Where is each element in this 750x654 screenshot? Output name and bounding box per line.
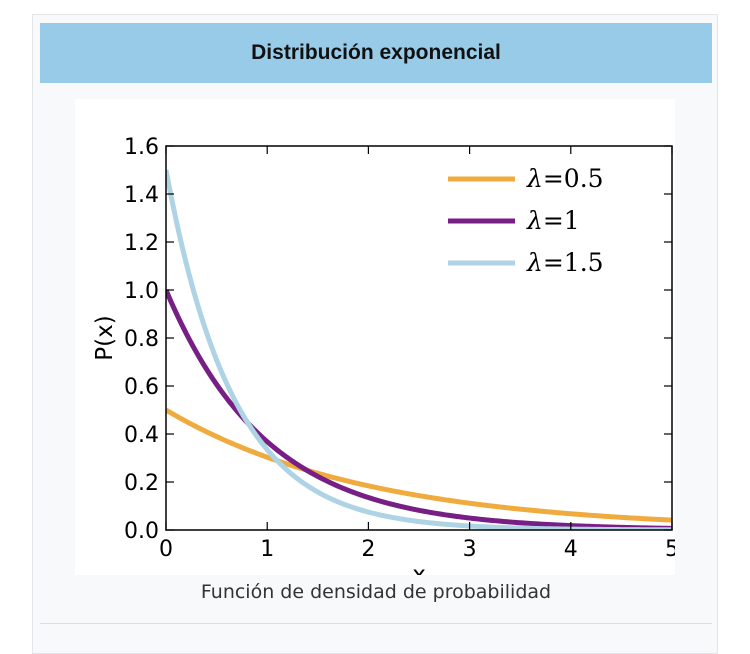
y-tick-label: 0.8	[124, 327, 159, 352]
legend-lambda-symbol: λ	[526, 248, 543, 277]
series-curves	[166, 169, 672, 530]
infobox: Distribución exponencial 0 1 2 3 4 5 0.0 0.2 0.4…	[32, 14, 718, 654]
x-axis-label: x	[412, 562, 426, 575]
x-tick-label: 5	[665, 537, 675, 562]
legend-entry-3: λ=1.5	[526, 248, 604, 277]
legend-lambda-symbol: λ	[526, 206, 543, 235]
legend-entry-1: λ=0.5	[526, 164, 604, 193]
legend-lambda-symbol: λ	[526, 164, 543, 193]
x-tick-label: 1	[260, 537, 274, 562]
y-tick-label: 0.0	[124, 519, 159, 544]
legend-lambda-value: =0.5	[543, 164, 604, 193]
divider	[40, 623, 712, 624]
y-tick-label: 0.4	[124, 423, 159, 448]
y-tick-label: 1.0	[124, 279, 159, 304]
x-tick-label: 4	[564, 537, 578, 562]
y-tick-label: 1.2	[124, 231, 159, 256]
x-tick-label: 0	[159, 537, 173, 562]
infobox-title: Distribución exponencial	[40, 23, 712, 83]
legend-lambda-value: =1.5	[543, 248, 604, 277]
axis-ticks: 0 1 2 3 4 5 0.0 0.2 0.4 0.6 0.8 1.0 1.2 1.4 1.6	[124, 135, 679, 562]
legend-lambda-value: =1	[543, 206, 580, 235]
x-tick-label: 2	[361, 537, 375, 562]
exponential-distribution-chart: 0 1 2 3 4 5 0.0 0.2 0.4 0.6 0.8 1.0 1.2 1.4 1.6 x P(x)…	[92, 135, 679, 588]
y-axis-label: P(x)	[92, 315, 118, 360]
figure-caption: Función de densidad de probabilidad	[200, 581, 552, 603]
legend: λ=0.5λ=1λ=1.5	[448, 164, 604, 277]
legend-entry-2: λ=1	[526, 206, 580, 235]
y-tick-label: 1.6	[124, 135, 159, 160]
series-line-1	[166, 407, 672, 523]
y-tick-label: 0.6	[124, 375, 159, 400]
chart-figure: 0 1 2 3 4 5 0.0 0.2 0.4 0.6 0.8 1.0 1.2 1.4 1.6 x P(x)…	[75, 99, 679, 588]
plot-frame	[165, 145, 673, 531]
y-tick-label: 1.4	[124, 183, 159, 208]
x-tick-label: 3	[463, 537, 477, 562]
series-line-3	[166, 169, 672, 530]
y-tick-label: 0.2	[124, 471, 159, 496]
